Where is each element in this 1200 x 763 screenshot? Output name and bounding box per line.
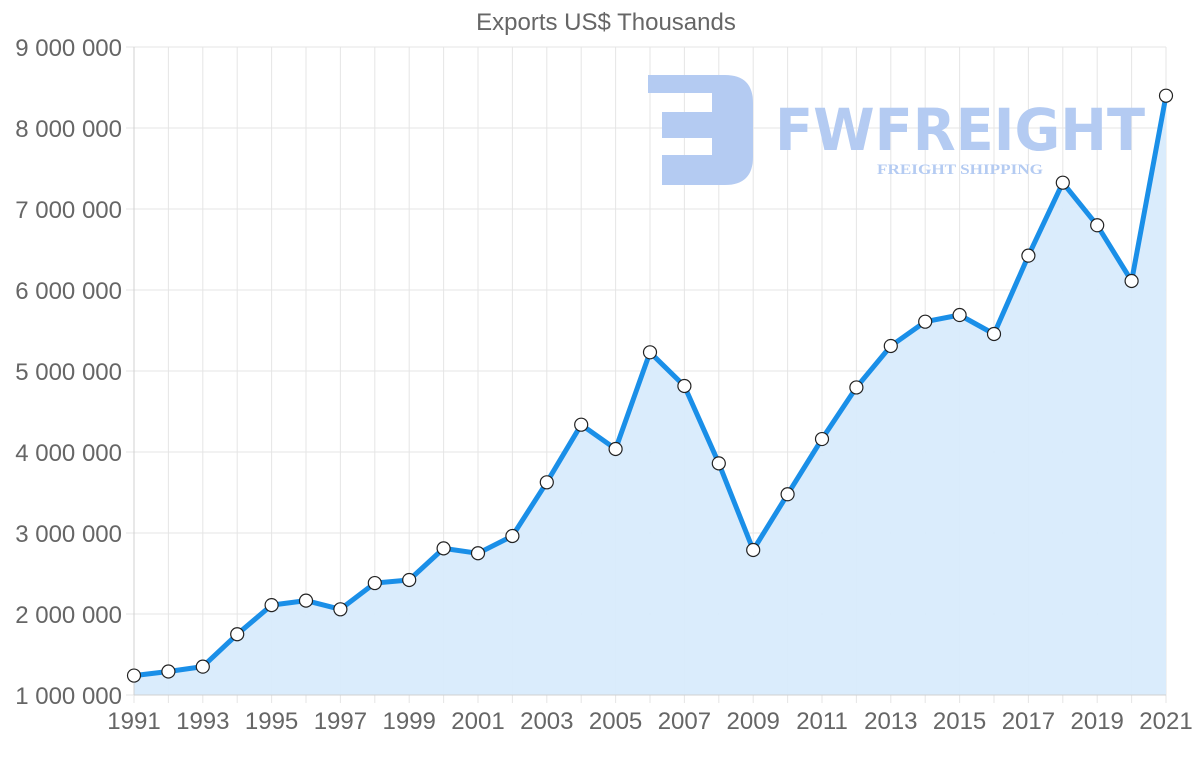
data-points (126, 88, 1174, 683)
data-point (367, 575, 382, 591)
data-point (780, 487, 795, 502)
data-point (918, 314, 933, 329)
data-point (161, 664, 176, 679)
watermark-brand: FWFREIGHT (775, 96, 1145, 164)
y-tick-label: 9 000 000 (15, 35, 122, 62)
data-point (677, 378, 692, 394)
data-point (470, 546, 486, 561)
x-tick-label: 1995 (245, 708, 298, 735)
x-axis-labels: 1991 1993 1995 1997 1999 2001 2003 2005 2007 2009… (107, 708, 1192, 735)
data-point (126, 668, 142, 683)
x-tick-label: 2015 (933, 708, 986, 735)
y-tick-label: 7 000 000 (15, 197, 122, 224)
y-tick-label: 4 000 000 (15, 440, 122, 467)
x-tick-label: 2017 (1002, 708, 1055, 735)
data-point (1021, 248, 1036, 263)
data-point (1055, 175, 1070, 190)
y-tick-label: 5 000 000 (15, 359, 122, 386)
data-point (746, 542, 761, 558)
data-point (298, 593, 314, 608)
x-tick-label: 1991 (107, 708, 160, 735)
data-point (1158, 88, 1174, 103)
data-point (642, 345, 658, 360)
axes (133, 47, 1166, 696)
data-point (539, 475, 554, 490)
x-tick-label: 2001 (451, 708, 504, 735)
x-tick-label: 1997 (314, 708, 367, 735)
data-point (849, 380, 864, 395)
data-point (402, 572, 417, 588)
data-point (574, 417, 589, 432)
data-point (711, 456, 726, 471)
y-tick-label: 8 000 000 (15, 116, 122, 143)
area-fill (134, 95, 1166, 695)
watermark-logo: FWFREIGHT FREIGHT SHIPPING (648, 75, 1145, 185)
data-point (436, 541, 451, 556)
y-tick-label: 6 000 000 (15, 278, 122, 305)
data-point (1124, 273, 1139, 289)
data-point (883, 338, 898, 354)
y-axis-labels: 1 000 000 2 000 000 3 000 000 4 000 000 5 00… (15, 35, 122, 710)
y-tick-label: 3 000 000 (15, 521, 122, 548)
data-point (264, 597, 279, 613)
y-tick-label: 1 000 000 (15, 683, 122, 710)
x-tick-label: 2009 (727, 708, 780, 735)
data-point (986, 326, 1002, 342)
data-point (195, 659, 210, 674)
x-tick-label: 2007 (658, 708, 711, 735)
x-tick-label: 2021 (1139, 708, 1192, 735)
x-tick-label: 1999 (383, 708, 436, 735)
x-tick-label: 2011 (796, 708, 848, 735)
chart-title: Exports US$ Thousands (476, 9, 736, 36)
x-tick-label: 2019 (1071, 708, 1124, 735)
data-point (952, 307, 967, 323)
watermark-tagline: FREIGHT SHIPPING (877, 162, 1043, 178)
data-point (230, 627, 245, 642)
x-tick-label: 2013 (864, 708, 917, 735)
x-tick-label: 1993 (176, 708, 229, 735)
data-point (608, 441, 623, 457)
x-tick-label: 2005 (589, 708, 642, 735)
x-tick-label: 2003 (520, 708, 573, 735)
data-point (814, 431, 830, 447)
data-point (1090, 218, 1105, 233)
data-point (333, 602, 348, 617)
fw-logo-icon (648, 75, 753, 185)
data-point (505, 528, 520, 544)
y-tick-label: 2 000 000 (15, 602, 122, 629)
